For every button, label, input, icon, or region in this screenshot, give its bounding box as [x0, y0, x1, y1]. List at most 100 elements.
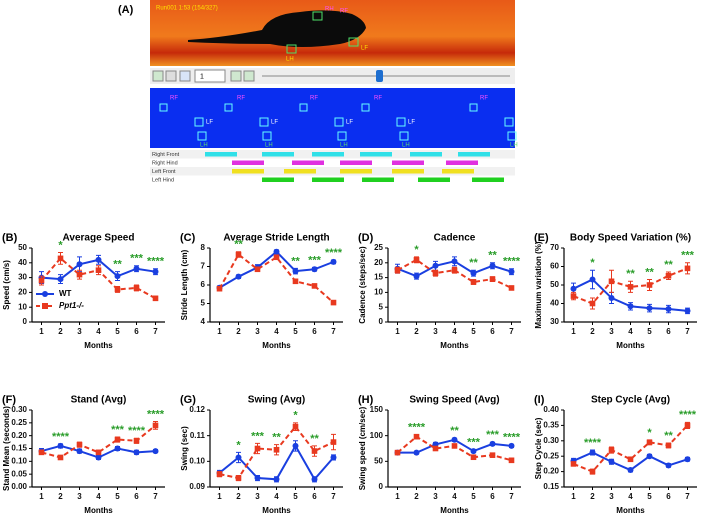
point [95, 256, 102, 263]
significance: **** [52, 431, 70, 443]
point [451, 267, 458, 273]
significance: * [414, 244, 419, 256]
point [684, 265, 691, 272]
point [273, 248, 280, 255]
x-axis-label: Months [262, 341, 291, 350]
stance-bar [340, 160, 372, 165]
x-tick-label: 7 [685, 327, 690, 336]
x-axis-label: Months [440, 506, 469, 515]
x-tick-label: 1 [395, 492, 400, 501]
point [152, 295, 159, 302]
panel-label: (I) [534, 394, 545, 406]
y-tick-label: 7 [201, 262, 206, 271]
x-tick-label: 2 [414, 327, 419, 336]
y-tick-label: 0.00 [11, 482, 27, 491]
point [489, 262, 496, 269]
point [470, 454, 477, 461]
paw-label: LH [510, 143, 518, 149]
y-tick-label: 0 [23, 317, 28, 326]
point [95, 454, 102, 461]
stance-bar [232, 160, 264, 165]
point [508, 268, 515, 275]
stance-bar [312, 177, 344, 182]
prev-button[interactable] [230, 70, 242, 82]
point [311, 476, 318, 483]
x-tick-label: 5 [115, 327, 120, 336]
significance: ** [664, 259, 673, 271]
significance: **** [584, 437, 602, 449]
panel-label: (B) [2, 232, 18, 244]
stop-button[interactable] [165, 70, 177, 82]
point [627, 303, 634, 310]
paw-label: LF [346, 120, 353, 126]
y-tick-label: 5 [379, 302, 384, 311]
legend-label: Ppt1-/- [59, 301, 84, 310]
point [608, 278, 615, 285]
y-tick-label: 15 [374, 273, 383, 282]
stance-bar [472, 177, 504, 182]
y-axis-label: Cadence (steps/sec) [358, 246, 367, 324]
x-tick-label: 1 [39, 492, 44, 501]
point [76, 271, 83, 278]
y-tick-label: 6 [201, 280, 206, 289]
point [665, 272, 672, 279]
x-tick-label: 5 [471, 492, 476, 501]
panel-label: (C) [180, 232, 196, 244]
x-tick-label: 6 [666, 327, 671, 336]
point [684, 422, 691, 429]
y-tick-label: 60 [550, 262, 559, 271]
speed-select[interactable] [194, 69, 226, 83]
point [646, 282, 653, 288]
point [38, 277, 45, 284]
chart-title: Cadence [434, 233, 476, 244]
significance: ** [113, 259, 122, 271]
y-tick-label: 0.09 [189, 482, 205, 491]
loop-button[interactable] [179, 70, 191, 82]
paw-label: LF [206, 120, 213, 126]
point [152, 448, 159, 455]
x-tick-label: 2 [590, 327, 595, 336]
x-tick-label: 6 [490, 327, 495, 336]
point [114, 273, 121, 280]
paw-box [194, 117, 204, 127]
x-tick-label: 7 [153, 327, 158, 336]
paw-view [150, 88, 515, 148]
x-tick-label: 7 [153, 492, 158, 501]
y-tick-label: 30 [550, 317, 559, 326]
next-button[interactable] [243, 70, 255, 82]
x-tick-label: 5 [293, 327, 298, 336]
seek-thumb[interactable] [376, 70, 383, 82]
y-tick-label: 0.20 [11, 431, 27, 440]
y-tick-label: 0 [379, 317, 384, 326]
point [216, 471, 223, 477]
significance: ** [645, 266, 654, 278]
point [311, 283, 318, 289]
panel-a: (A) Run001 1:53 (154/327) RH RF LF LH 1 … [118, 0, 523, 184]
point [95, 449, 102, 456]
x-tick-label: 6 [666, 492, 671, 501]
point [589, 468, 596, 475]
point [489, 452, 496, 458]
point [133, 438, 140, 444]
significance: ** [488, 250, 497, 262]
x-tick-label: 4 [452, 327, 457, 336]
paw-label: LF [516, 120, 523, 126]
x-tick-label: 3 [77, 492, 82, 501]
x-tick-label: 1 [395, 327, 400, 336]
chart-title: Step Cycle (Avg) [591, 395, 670, 406]
point [311, 448, 318, 454]
play-button[interactable] [152, 70, 164, 82]
paw-box [507, 131, 517, 141]
point [216, 285, 223, 292]
paw-label: RF [237, 96, 245, 102]
paw-label: RF [480, 96, 488, 102]
paw-box [159, 103, 168, 112]
point [489, 440, 496, 447]
paw-label: LF [271, 120, 278, 126]
gait-row-label: Right Hind [152, 160, 178, 166]
significance: ** [626, 268, 635, 280]
gait-row [150, 158, 515, 167]
point [432, 445, 439, 452]
